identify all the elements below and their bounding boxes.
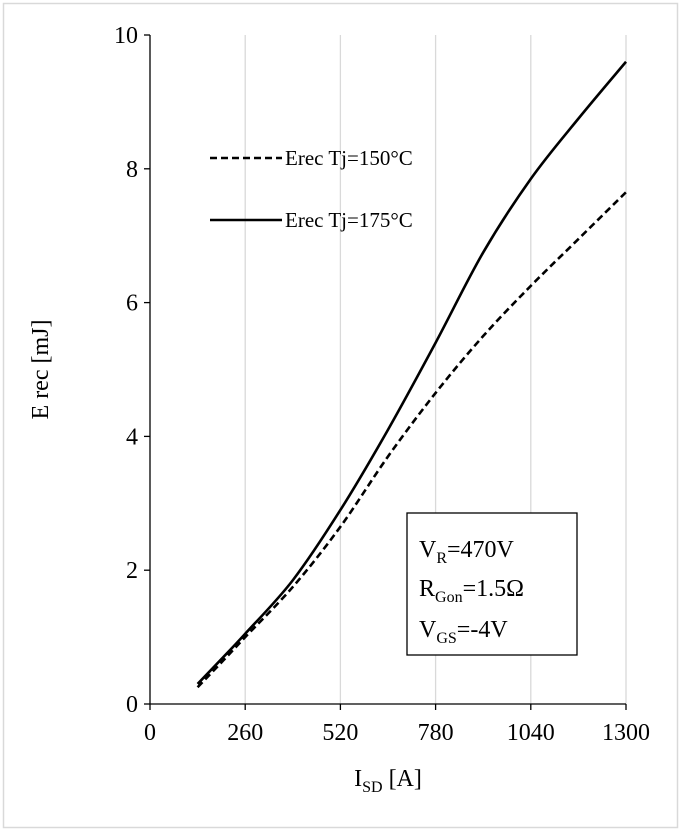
legend: Erec Tj=150°C Erec Tj=175°C	[210, 146, 413, 232]
axis-labels: ISD [A] E rec [mJ]	[28, 320, 422, 796]
tick-labels: 0 2 4 6 8 10 0 260 520 780 1040 1300	[114, 23, 650, 746]
x-axis-label: ISD [A]	[354, 766, 422, 796]
x-tick-label-520: 520	[322, 720, 358, 746]
x-tick-label-0: 0	[144, 720, 156, 746]
x-tick-label-260: 260	[227, 720, 263, 746]
grid	[244, 35, 627, 704]
y-tick-label-6: 6	[126, 291, 138, 317]
y-tick-label-4: 4	[126, 424, 138, 450]
annotation-line-1: VR=470V	[419, 537, 515, 567]
annotation-line-2: RGon=1.5Ω	[419, 576, 524, 606]
x-tick-label-1300: 1300	[602, 720, 650, 746]
series-line-1	[196, 191, 627, 689]
legend-label-2: Erec Tj=175°C	[285, 208, 413, 232]
series-line-2	[196, 60, 627, 685]
y-tick-label-0: 0	[126, 692, 138, 718]
series-group	[196, 60, 627, 689]
x-tick-label-1040: 1040	[507, 720, 555, 746]
axes	[144, 34, 627, 710]
x-tick-label-780: 780	[418, 720, 454, 746]
annotation-line-3: VGS=-4V	[419, 617, 508, 647]
y-axis-label: E rec [mJ]	[28, 320, 54, 420]
annotation-frame	[406, 512, 578, 656]
legend-label-1: Erec Tj=150°C	[285, 146, 413, 170]
y-tick-label-2: 2	[126, 558, 138, 584]
y-tick-label-8: 8	[126, 157, 138, 183]
annotation-box: VR=470V RGon=1.5Ω VGS=-4V	[406, 512, 578, 656]
y-tick-label-10: 10	[114, 23, 138, 49]
